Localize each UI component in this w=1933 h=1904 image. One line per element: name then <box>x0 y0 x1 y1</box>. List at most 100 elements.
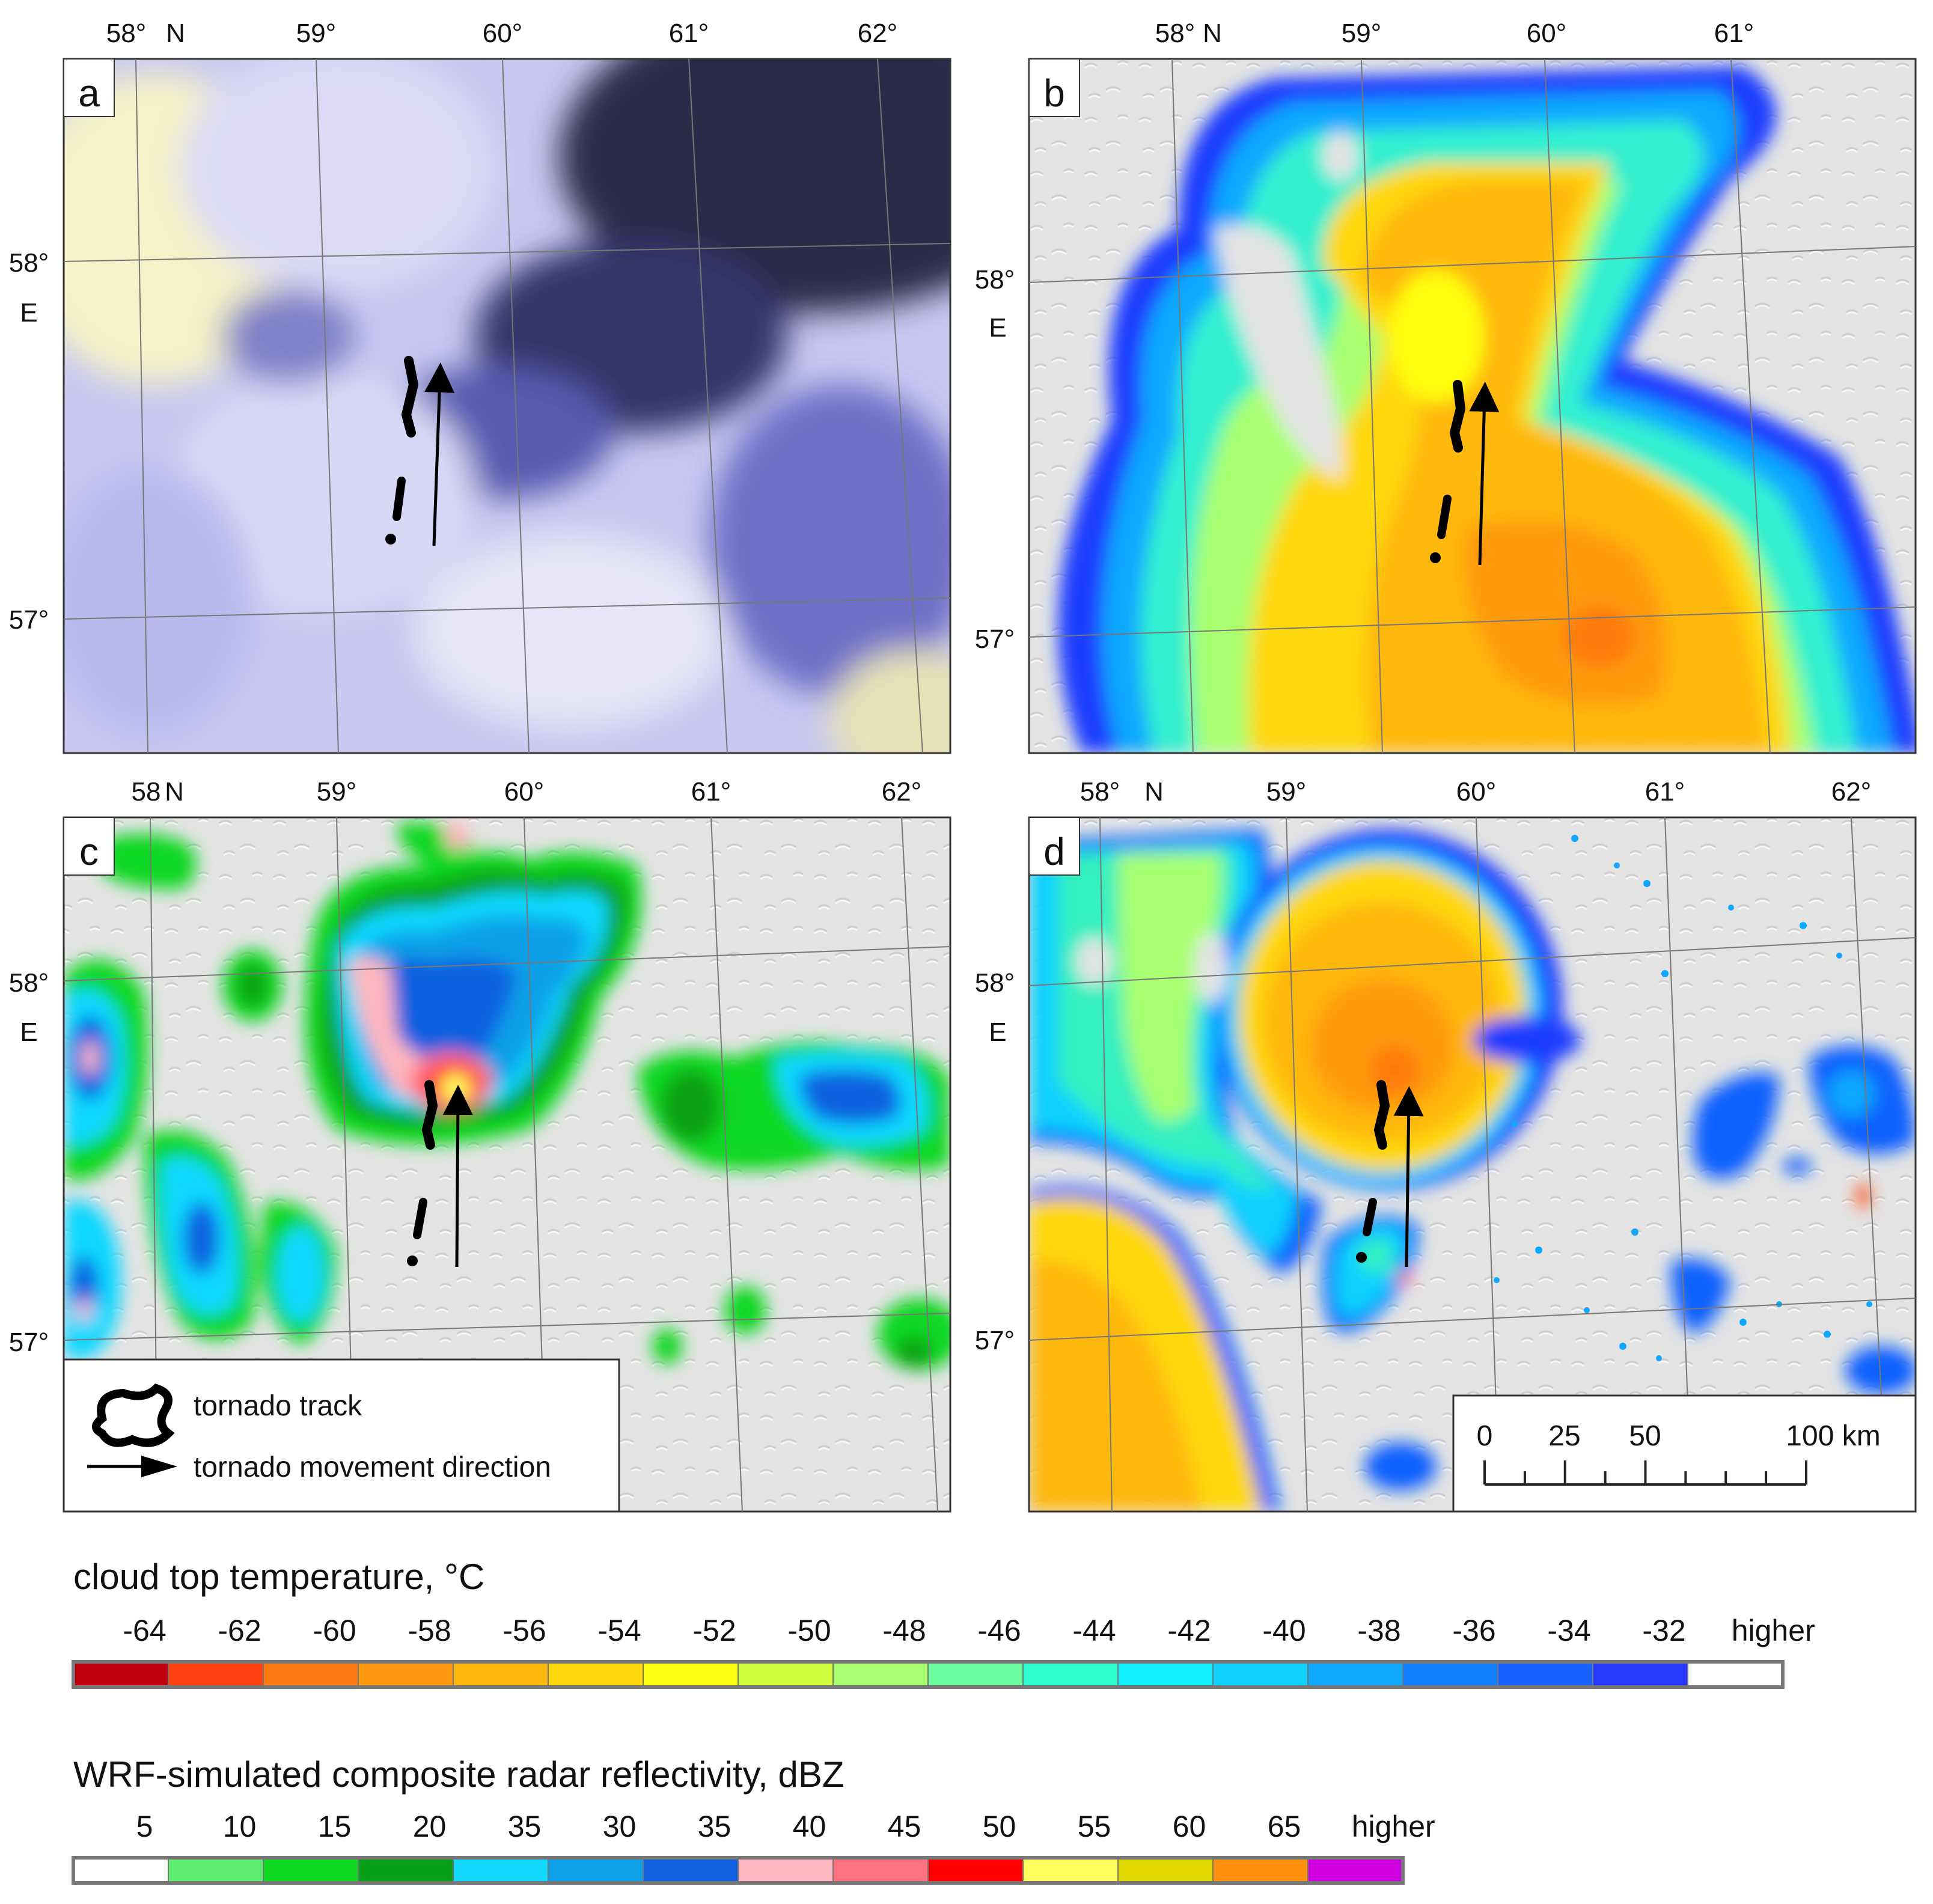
radar-swatch <box>453 1857 549 1884</box>
cloud-top-tick-label: -64 <box>123 1614 166 1647</box>
legend-track-label: tornado track <box>194 1390 362 1422</box>
cloud-top-colorbar-labels: -64 -62 -60 -58 -56 -54 -52 -50 -48 -46 -44 -42 -40 -… <box>123 1614 1815 1647</box>
cloud-top-tick-label: -42 <box>1167 1614 1211 1647</box>
panel-c-letter-box <box>63 817 115 876</box>
radar-outline <box>72 1856 1405 1885</box>
scale-tick-label: 0 <box>1477 1420 1493 1452</box>
cloud-top-swatch <box>1212 1661 1309 1688</box>
radar-swatch <box>1307 1857 1403 1884</box>
cloud-top-colorbar-title: cloud top temperature, °C <box>73 1557 484 1597</box>
lon-label: N <box>1144 777 1164 807</box>
radar-tick-label: 20 <box>413 1810 447 1843</box>
lon-label: N <box>1203 19 1222 48</box>
radar-swatch <box>737 1857 834 1884</box>
lat-label: 58° <box>9 968 49 998</box>
panel-d-small-cells <box>1494 835 1872 1361</box>
map-legend: tornado track tornado movement direction <box>63 1358 620 1513</box>
cloud-top-tick-label: -54 <box>597 1614 641 1647</box>
cloud-top-swatch <box>358 1661 454 1688</box>
panel-a-movement-arrow <box>424 362 455 546</box>
panel-a-graticule <box>64 59 950 753</box>
direction-arrow-icon <box>141 1456 177 1477</box>
cloud-top-swatch <box>73 1661 169 1688</box>
lon-label: 59° <box>1342 19 1382 48</box>
panel-a-letter-box <box>63 58 115 117</box>
lon-label: 59° <box>296 19 337 48</box>
panel-d-movement-arrow <box>1393 1086 1424 1268</box>
cloud-top-tick-label: -32 <box>1642 1614 1685 1647</box>
lon-label: 60° <box>504 777 545 807</box>
radar-colorbar-labels: 5 10 15 20 35 30 35 40 45 50 55 60 65 higher <box>136 1810 1435 1843</box>
radar-swatch <box>73 1857 169 1884</box>
lon-label: 61° <box>1714 19 1754 48</box>
cloud-top-tick-label: -58 <box>408 1614 451 1647</box>
panel-b-letter: b <box>1043 72 1065 115</box>
radar-colorbar-title: WRF-simulated composite radar reflectivi… <box>73 1754 844 1795</box>
panel-a-letter: a <box>78 72 100 115</box>
cloud-top-swatch <box>263 1661 359 1688</box>
radar-tick-label: 40 <box>793 1810 826 1843</box>
radar-tick-label: 35 <box>698 1810 731 1843</box>
cloud-top-swatch <box>737 1661 834 1688</box>
cloud-top-tick-label: -48 <box>882 1614 926 1647</box>
lon-label: 58° <box>1155 19 1196 48</box>
cloud-top-swatch <box>1687 1661 1783 1688</box>
lon-label: 60° <box>1527 19 1567 48</box>
panel-b-graticule <box>1029 59 1916 753</box>
radar-swatch <box>927 1857 1024 1884</box>
cloud-top-swatch <box>548 1661 644 1688</box>
scale-bar-box <box>1452 1394 1917 1513</box>
panel-d-letter-box <box>1028 817 1080 876</box>
cloud-top-swatch <box>1592 1661 1688 1688</box>
radar-swatch <box>168 1857 264 1884</box>
radar-swatch <box>263 1857 359 1884</box>
cloud-top-outline <box>72 1660 1785 1689</box>
scale-tick-label: 50 <box>1629 1420 1661 1452</box>
cloud-top-tick-label: -52 <box>692 1614 736 1647</box>
panel-a-frame <box>63 58 951 754</box>
cloud-top-tick-label: -44 <box>1072 1614 1116 1647</box>
radar-tick-label: 30 <box>603 1810 637 1843</box>
panel-c-movement-arrow <box>442 1085 473 1268</box>
cloud-top-tick-label: -50 <box>787 1614 831 1647</box>
panel-d-map <box>1029 817 1916 1512</box>
map-legend-box <box>63 1358 620 1513</box>
panel-b-frame <box>1028 58 1917 754</box>
legend-direction-label: tornado movement direction <box>194 1451 551 1483</box>
cloud-top-tick-label: -34 <box>1547 1614 1590 1647</box>
radar-tick-label: 50 <box>983 1810 1016 1843</box>
cloud-top-tick-label: -40 <box>1262 1614 1305 1647</box>
lat-label: 58° <box>975 265 1015 294</box>
scale-bar: 0 25 50 100 km <box>1452 1394 1917 1513</box>
radar-swatch <box>548 1857 644 1884</box>
panel-b-letter-box <box>1028 58 1080 117</box>
lon-label: 59° <box>1266 777 1307 807</box>
cloud-top-swatch <box>453 1661 549 1688</box>
cloud-top-tick-label: -46 <box>977 1614 1021 1647</box>
lon-label: 58° <box>1080 777 1120 807</box>
radar-tick-label: higher <box>1352 1810 1435 1843</box>
panel-d-tornado-track <box>1356 1080 1390 1263</box>
radar-tick-label: 35 <box>508 1810 542 1843</box>
panel-c-letter: c <box>79 830 99 873</box>
lon-label: 59° <box>317 777 357 807</box>
lat-label: 57° <box>975 624 1015 654</box>
cloud-top-swatch <box>1307 1661 1403 1688</box>
radar-tick-label: 10 <box>223 1810 257 1843</box>
radar-swatch <box>1022 1857 1119 1884</box>
radar-tick-label: 45 <box>888 1810 921 1843</box>
radar-tick-label: 5 <box>136 1810 153 1843</box>
radar-swatch <box>832 1857 929 1884</box>
panel-c-tornado-track <box>407 1080 438 1266</box>
track-symbol-icon <box>92 1383 175 1447</box>
lon-label: 62° <box>882 777 922 807</box>
panel-d: d 58° N 59° 60° 61° 62° 58° E 57° 0 25 5… <box>975 777 1917 1513</box>
cloud-top-tick-label: -62 <box>218 1614 261 1647</box>
cloud-top-tick-label: higher <box>1732 1614 1815 1647</box>
lon-label: 60° <box>1456 777 1497 807</box>
panel-a-tornado-track <box>385 356 419 545</box>
lat-label: E <box>989 1018 1006 1047</box>
lon-label: 62° <box>1831 777 1872 807</box>
panel-a-satellite-image <box>64 59 950 753</box>
